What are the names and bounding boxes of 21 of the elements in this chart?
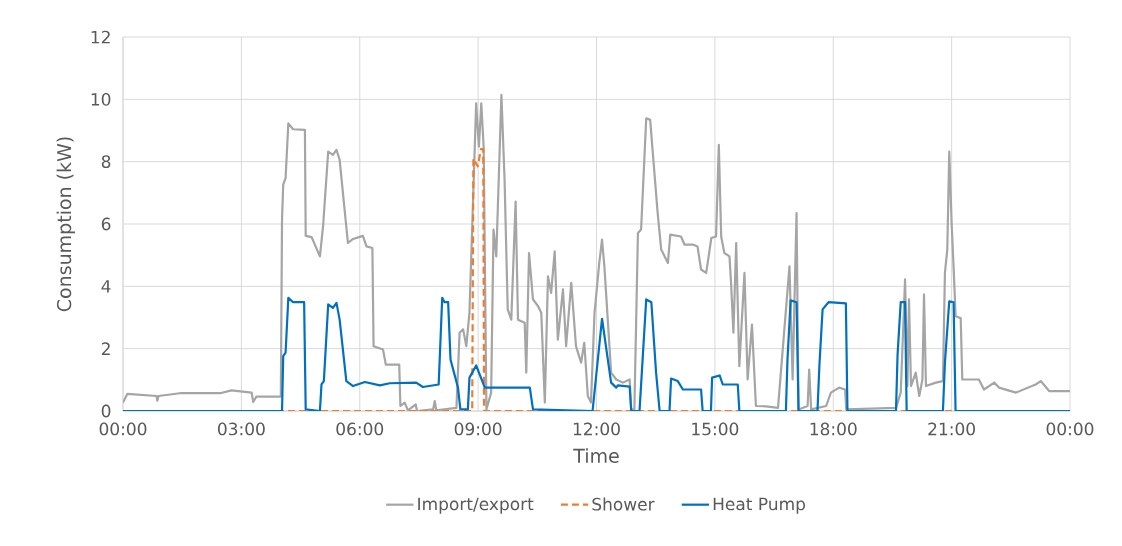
x-tick-label: 15:00 — [692, 422, 739, 436]
legend-label: Shower — [592, 497, 655, 511]
x-tick-label: 09:00 — [454, 422, 502, 436]
y-tick-label: 4 — [101, 280, 111, 293]
x-tick-label: 12:00 — [573, 422, 620, 436]
x-tick-label: 06:00 — [336, 422, 384, 436]
x-axis-title: Time — [573, 448, 619, 463]
x-tick-label: 00:00 — [99, 422, 147, 436]
y-tick-label: 2 — [101, 342, 110, 355]
x-tick-label: 21:00 — [928, 422, 975, 436]
y-axis-title: Consumption (kW) — [56, 137, 75, 312]
y-tick-label: 12 — [91, 30, 110, 44]
x-tick-label: 00:00 — [1046, 422, 1094, 436]
y-tick-label: 0 — [101, 404, 111, 418]
y-tick-label: 6 — [101, 217, 111, 231]
x-tick-label: 03:00 — [218, 422, 265, 436]
y-tick-label: 8 — [101, 155, 111, 169]
legend-label: Import/export — [418, 497, 534, 514]
x-tick-label: 18:00 — [810, 422, 857, 436]
y-tick-label: 10 — [91, 92, 111, 106]
legend-label: Heat Pump — [713, 497, 806, 514]
